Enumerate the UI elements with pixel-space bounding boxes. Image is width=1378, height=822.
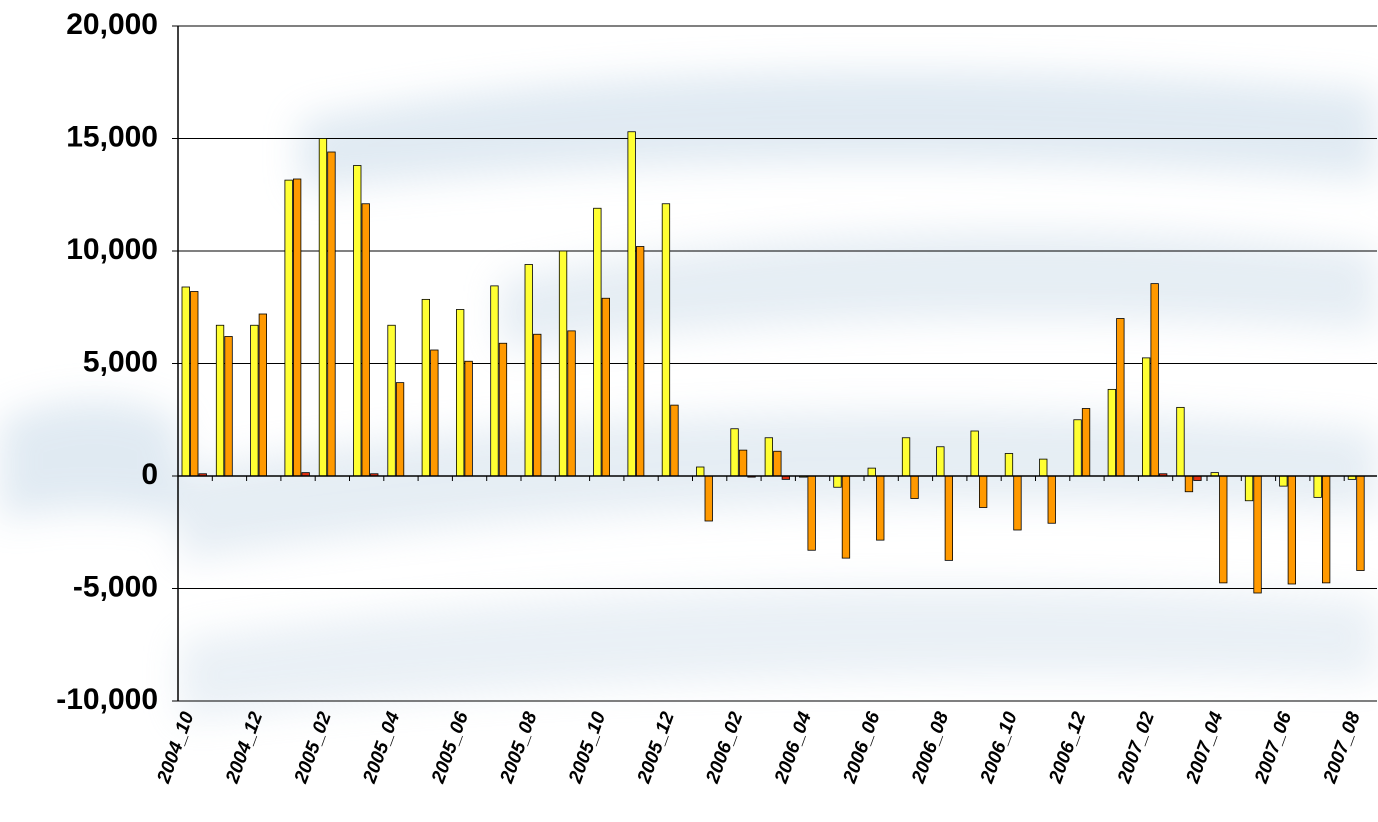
bar — [258, 313, 268, 477]
bar — [524, 264, 533, 477]
x-tick-label: 2006_10 — [976, 709, 1022, 787]
bar — [1279, 475, 1288, 487]
bar — [1013, 475, 1022, 531]
bar — [533, 333, 542, 477]
bar — [773, 450, 782, 477]
bar — [395, 382, 405, 477]
bar — [593, 207, 602, 477]
bar — [867, 467, 876, 477]
bar — [1073, 419, 1082, 477]
bar — [464, 360, 473, 477]
bar — [327, 151, 336, 477]
bar — [1081, 408, 1091, 477]
bar — [1039, 458, 1048, 477]
bar — [421, 298, 431, 477]
bar — [1150, 283, 1159, 477]
bar — [430, 349, 439, 477]
bar — [1219, 475, 1228, 584]
bar — [1313, 475, 1322, 498]
bar — [704, 475, 713, 522]
x-tick-label: 2007_08 — [1319, 709, 1365, 787]
bar — [455, 309, 465, 477]
y-tick-label: -10,000 — [56, 683, 158, 716]
bar — [215, 324, 225, 477]
bar — [730, 428, 739, 477]
x-tick-label: 2007_04 — [1182, 709, 1228, 787]
bar — [901, 437, 911, 477]
x-tick-label: 2006_12 — [1045, 709, 1091, 787]
bar — [498, 342, 508, 477]
bar — [1176, 406, 1185, 477]
bar — [876, 475, 885, 541]
y-tick-label: 15,000 — [66, 120, 158, 153]
bar — [601, 297, 610, 477]
bar — [558, 250, 568, 477]
bar — [284, 179, 293, 477]
x-tick-label: 2006_08 — [908, 709, 954, 787]
x-tick-label: 2005_10 — [565, 709, 611, 787]
bar — [1047, 475, 1056, 524]
bar — [1116, 318, 1125, 477]
y-tick-label: 0 — [141, 458, 158, 491]
bar — [1253, 475, 1262, 594]
bar — [1004, 453, 1014, 477]
y-tick-label: 20,000 — [66, 8, 158, 41]
bar — [944, 475, 953, 561]
y-tick-label: 5,000 — [83, 345, 158, 378]
bar — [567, 330, 576, 477]
bar — [181, 286, 190, 477]
bar — [670, 404, 679, 477]
bar — [936, 446, 945, 477]
bar — [1322, 475, 1331, 584]
bar — [318, 138, 328, 477]
x-tick-label: 2005_06 — [428, 709, 474, 787]
x-tick-label: 2005_02 — [290, 709, 336, 787]
bar — [387, 324, 396, 477]
x-tick-label: 2005_12 — [633, 709, 679, 787]
bar — [970, 430, 979, 477]
bar — [636, 246, 645, 477]
bar — [1244, 475, 1254, 502]
background — [0, 70, 1378, 720]
x-tick-label: 2006_04 — [771, 709, 817, 787]
x-tick-label: 2006_06 — [839, 709, 885, 787]
bar — [738, 449, 748, 477]
bar — [764, 437, 773, 477]
bar — [807, 475, 816, 551]
y-tick-label: -5,000 — [73, 570, 158, 603]
x-tick-label: 2007_02 — [1114, 709, 1160, 787]
bar — [979, 475, 988, 508]
x-tick-label: 2004_10 — [153, 709, 199, 787]
bar — [841, 475, 851, 559]
bar — [833, 475, 842, 488]
x-tick-label: 2007_06 — [1251, 709, 1297, 787]
bar — [1107, 388, 1116, 477]
y-tick-label: 10,000 — [66, 233, 158, 266]
bar — [224, 336, 233, 477]
x-tick-label: 2004_12 — [222, 709, 268, 787]
x-tick-label: 2006_02 — [702, 709, 748, 787]
x-tick-label: 2005_04 — [359, 709, 405, 787]
bar — [1356, 475, 1365, 571]
bar — [1287, 475, 1296, 585]
bar — [361, 203, 370, 477]
bar — [353, 165, 362, 477]
bar — [1184, 475, 1194, 493]
bar — [696, 466, 705, 477]
bar — [1142, 357, 1151, 477]
bar — [627, 131, 636, 477]
x-tick-label: 2005_08 — [496, 709, 542, 787]
bar — [292, 178, 302, 477]
bar — [250, 324, 259, 477]
bar — [661, 203, 671, 477]
bar — [490, 285, 499, 477]
bar — [910, 475, 919, 499]
bar — [190, 291, 199, 477]
